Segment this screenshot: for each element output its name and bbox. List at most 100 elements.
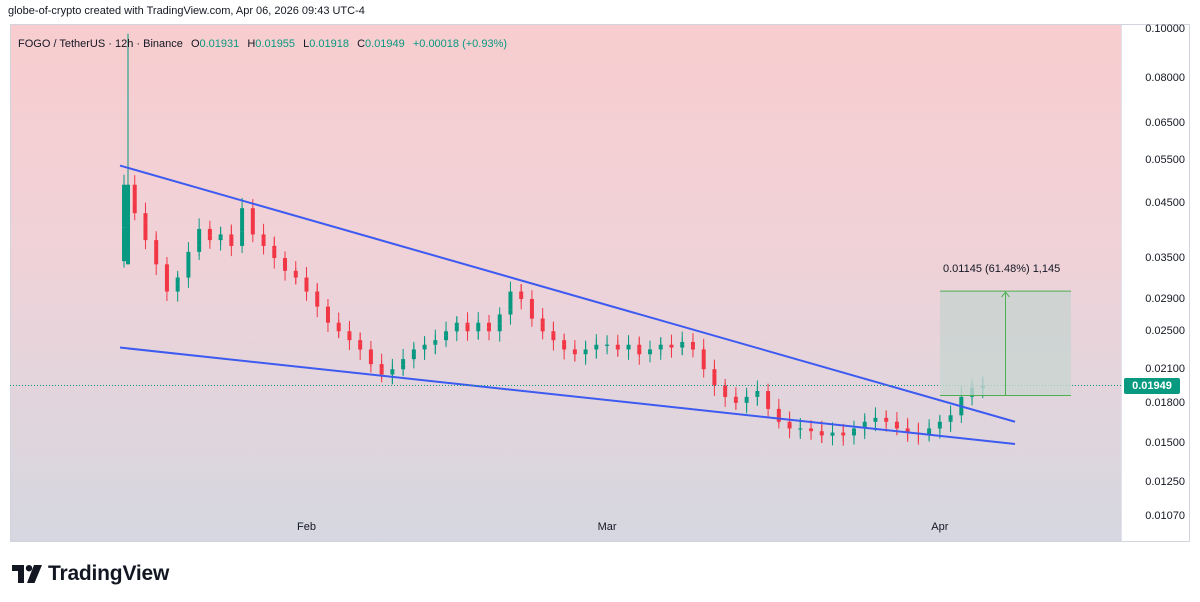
price-tick-label: 0.01070 xyxy=(1145,510,1185,523)
candle-body xyxy=(669,345,674,348)
candle-body xyxy=(368,358,373,365)
candle-body xyxy=(755,391,760,395)
candle-body xyxy=(240,208,245,232)
candle-body xyxy=(733,399,738,403)
candle-body xyxy=(476,322,481,329)
candle-body xyxy=(766,401,771,409)
price-tick-label: 0.02500 xyxy=(1145,325,1185,338)
candle-body xyxy=(690,346,695,350)
candle-body xyxy=(637,348,642,355)
change-value: +0.00018 (+0.93%) xyxy=(412,38,508,50)
candle-body xyxy=(422,344,427,348)
symbol-legend: FOGO / TetherUS · 12h · Binance O0.01931… xyxy=(18,38,507,50)
trendline-upper xyxy=(119,164,1016,423)
measure-label: 0.01145 (61.48%) 1,145 xyxy=(943,263,1061,276)
open-label: O xyxy=(190,38,200,50)
candle-body xyxy=(433,340,438,344)
candle-body xyxy=(218,234,223,238)
candle-body xyxy=(143,222,148,241)
candle-body xyxy=(122,184,126,228)
candle-body xyxy=(379,368,384,375)
high-value: 0.01955 xyxy=(255,38,296,50)
candle-body xyxy=(486,327,491,332)
tradingview-wordmark: TradingView xyxy=(48,562,170,585)
candle-body xyxy=(336,327,341,332)
price-tick-label: 0.01500 xyxy=(1145,436,1185,449)
candle-body xyxy=(648,349,653,352)
tradingview-logo[interactable]: TradingView xyxy=(12,562,169,586)
close-label: C xyxy=(357,38,366,50)
candle-body xyxy=(454,322,459,327)
candle-body xyxy=(583,349,588,354)
chart-plot-area[interactable] xyxy=(10,24,1121,542)
measure-arrow-head xyxy=(1001,291,1010,298)
price-tick-label: 0.04500 xyxy=(1145,197,1185,210)
candle-body xyxy=(347,333,352,341)
time-tick-label: Apr xyxy=(931,521,949,533)
price-tick-label: 0.08000 xyxy=(1145,71,1185,84)
candle-body xyxy=(358,343,363,350)
candle-body xyxy=(723,391,728,397)
candle-body xyxy=(798,428,803,430)
candle-body xyxy=(315,295,320,307)
candle-body xyxy=(207,235,212,241)
candle-body xyxy=(186,251,191,271)
candle-body xyxy=(325,315,330,323)
candle-body xyxy=(465,324,470,332)
price-axis[interactable] xyxy=(1121,24,1190,542)
candle-body xyxy=(229,236,234,246)
candle-body xyxy=(658,344,663,348)
price-tick-label: 0.02100 xyxy=(1145,363,1185,376)
current-price-tag: 0.01949 xyxy=(1124,377,1180,394)
candle-body xyxy=(905,429,910,433)
candle-body xyxy=(154,245,159,265)
candle-body xyxy=(164,277,169,292)
candle-body xyxy=(497,314,502,324)
candle-body xyxy=(594,344,599,349)
candle-body xyxy=(830,432,835,435)
candle-body xyxy=(411,349,416,354)
candle-body xyxy=(122,227,126,262)
candle-body xyxy=(819,432,824,436)
price-tick-label: 0.01250 xyxy=(1145,476,1185,489)
candle-body xyxy=(444,331,449,336)
candle-body xyxy=(293,274,298,278)
price-tick-label: 0.05500 xyxy=(1145,153,1185,166)
close-value: 0.01949 xyxy=(365,38,405,50)
candle-body xyxy=(390,369,395,374)
candle-body xyxy=(508,291,513,310)
tradingview-logo-icon xyxy=(12,565,42,583)
time-tick-label: Feb xyxy=(297,521,316,533)
candle-body xyxy=(927,428,932,431)
candle-body xyxy=(572,352,577,355)
candle-body xyxy=(894,424,899,429)
chart-frame xyxy=(10,24,1190,542)
candle-body xyxy=(615,346,620,350)
candle-body xyxy=(272,248,277,259)
trendline-lower xyxy=(119,346,1016,445)
candle-body xyxy=(401,359,406,365)
symbol-title: FOGO / TetherUS · 12h · Binance xyxy=(18,38,183,50)
candle-body xyxy=(551,333,556,341)
candle-body xyxy=(626,344,631,349)
low-label: L xyxy=(303,38,310,50)
candle-body xyxy=(283,263,288,271)
candle-body xyxy=(937,421,942,427)
price-tick-label: 0.03500 xyxy=(1145,252,1185,264)
candle-body xyxy=(519,294,524,299)
candle-body xyxy=(948,415,953,421)
candle-body xyxy=(304,281,309,292)
candle-body xyxy=(809,430,814,432)
candle-body xyxy=(562,344,567,350)
price-tick-label: 0.06500 xyxy=(1145,117,1185,130)
candle-body xyxy=(175,277,180,284)
time-tick-label: Mar xyxy=(597,521,617,533)
candle-body xyxy=(132,201,137,214)
candle-body xyxy=(873,417,878,421)
candle-body xyxy=(841,434,846,436)
candle-body xyxy=(787,423,792,429)
open-value: 0.01931 xyxy=(199,38,240,50)
candle-body xyxy=(712,373,717,386)
candle-body xyxy=(197,228,202,246)
